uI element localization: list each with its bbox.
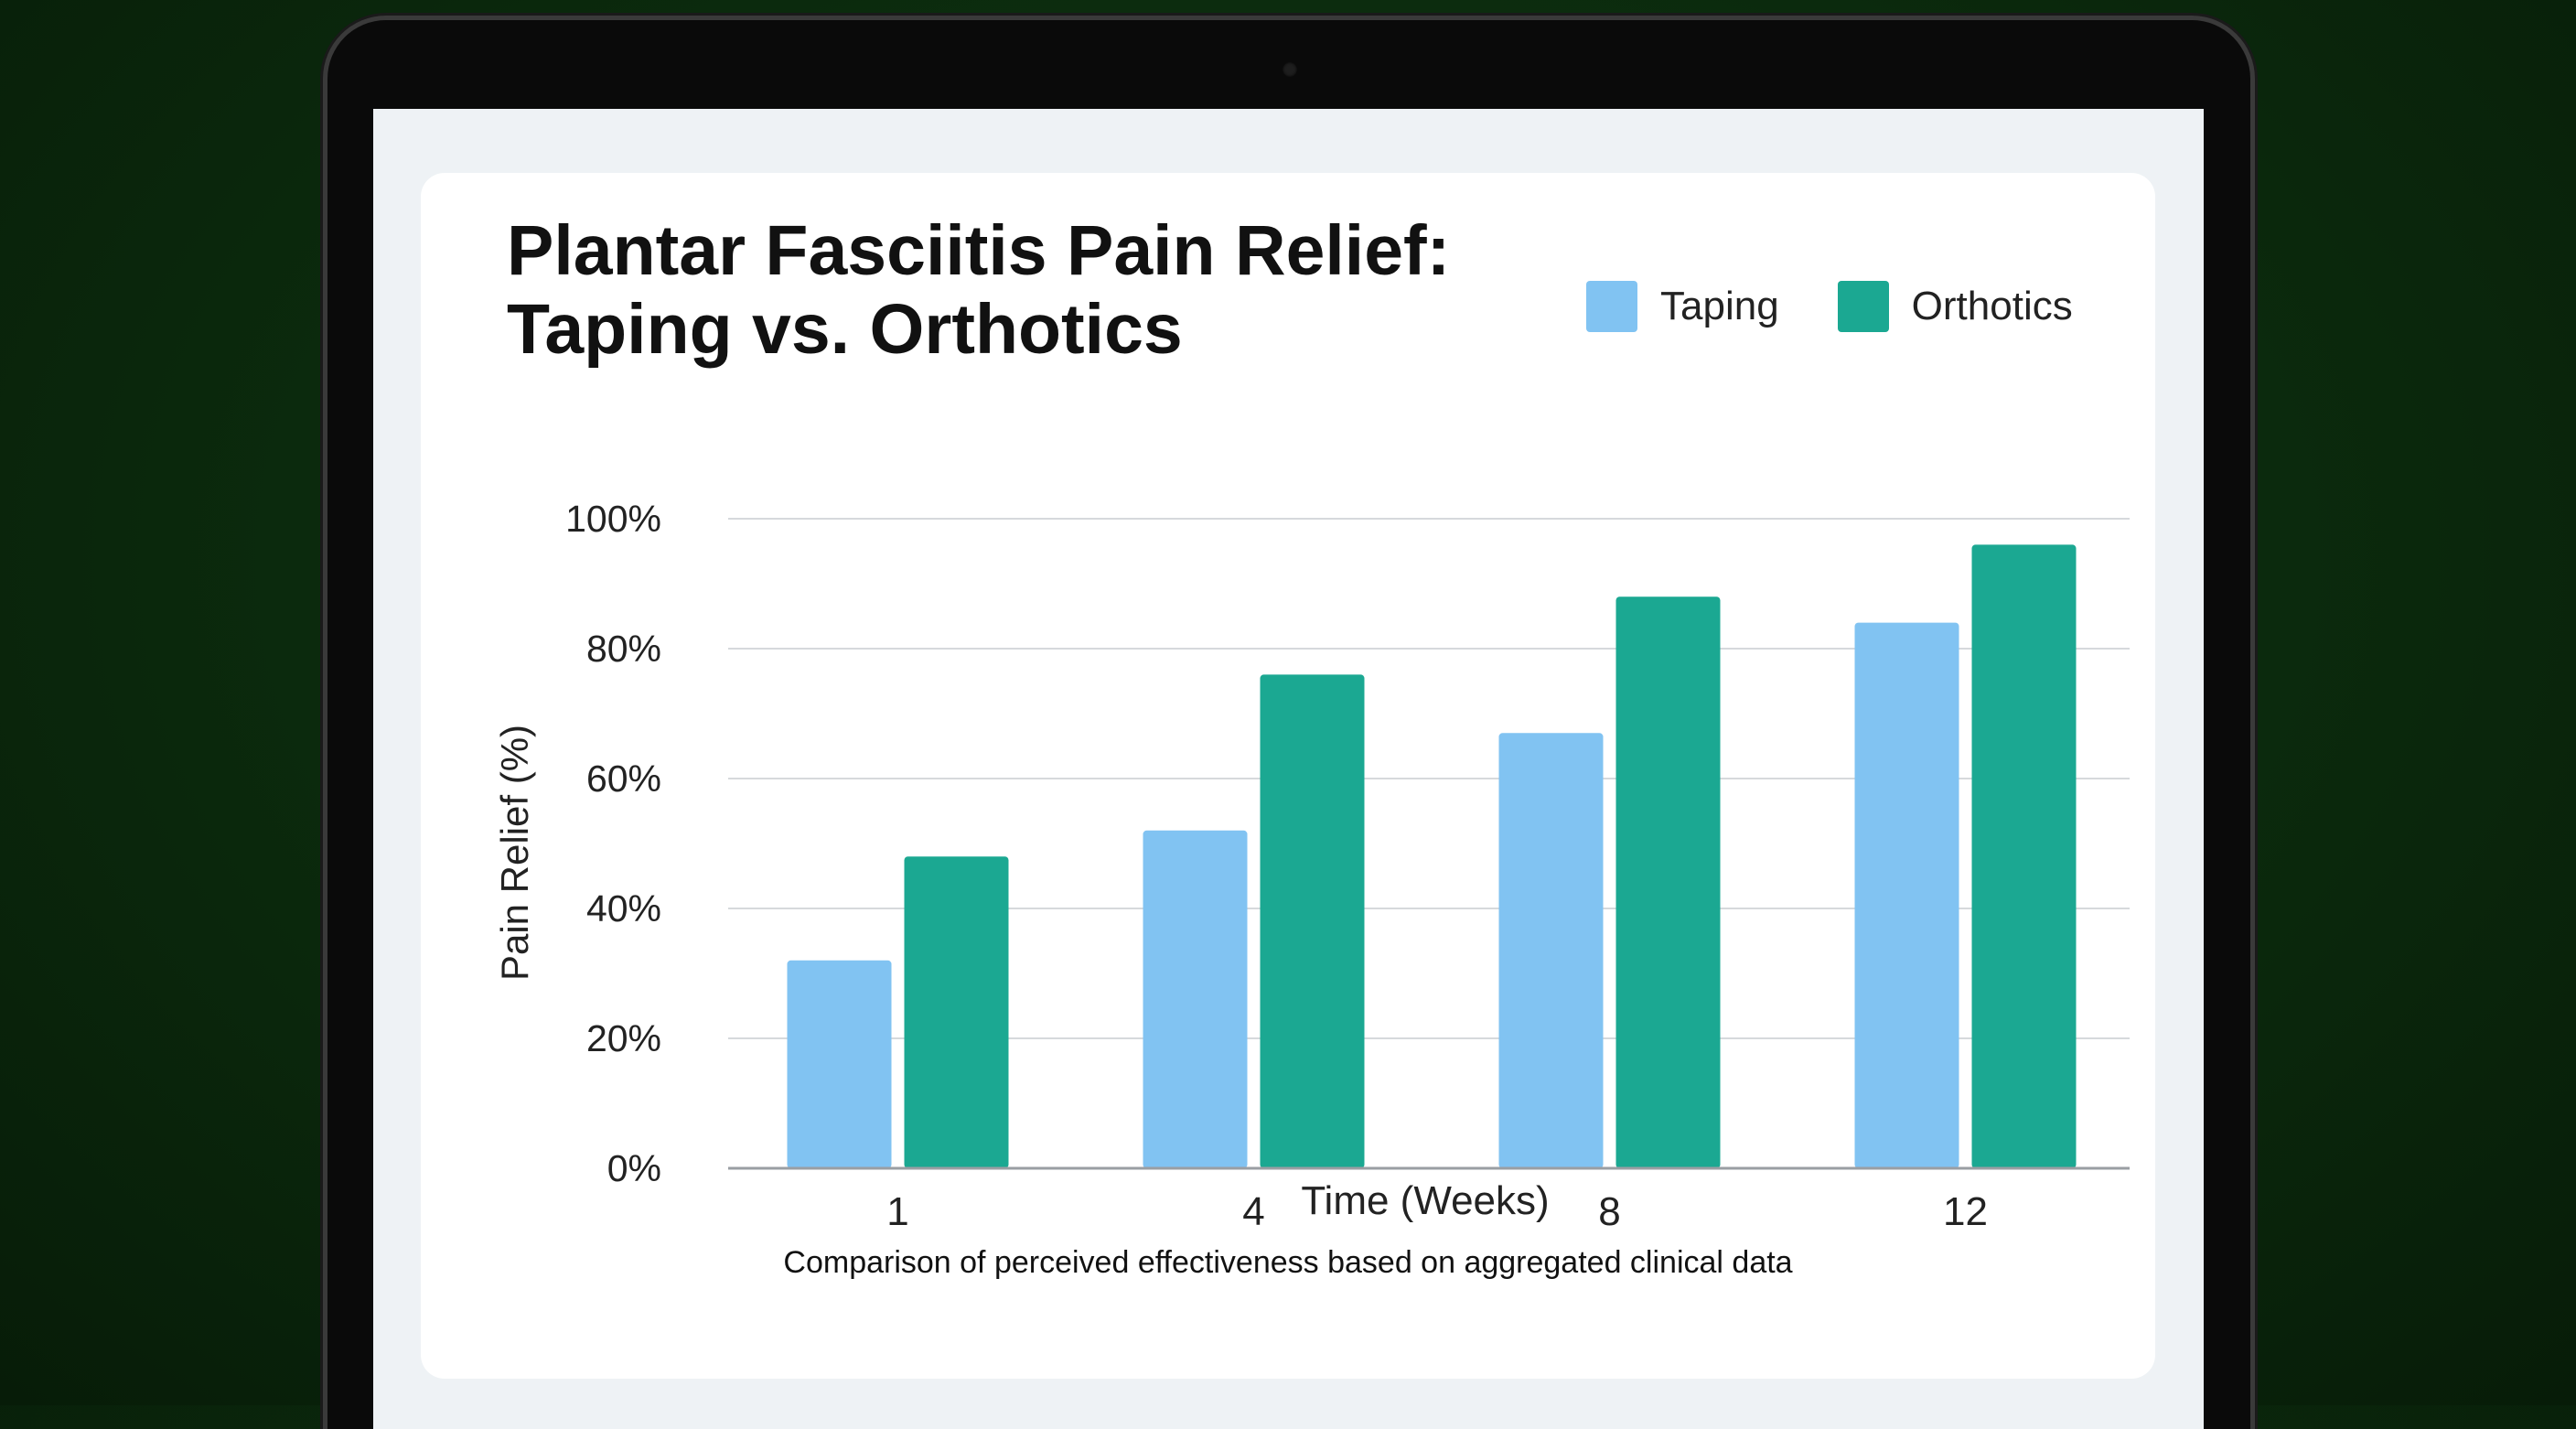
y-tick-label-40: 40%	[586, 887, 661, 929]
camera-dot	[1283, 62, 1297, 77]
chart-legend: Taping Orthotics	[1586, 281, 2073, 332]
legend-label-taping: Taping	[1660, 284, 1779, 328]
chart-card: Plantar Fasciitis Pain Relief: Taping vs…	[421, 173, 2155, 1379]
tablet-frame: Plantar Fasciitis Pain Relief: Taping vs…	[327, 20, 2250, 1429]
chart-title-line-2: Taping vs. Orthotics	[507, 290, 1183, 369]
legend-swatch-taping	[1586, 281, 1637, 332]
bar-orthotics-week-12	[1971, 544, 2077, 1168]
y-axis-label: Pain Relief (%)	[493, 725, 536, 981]
y-tick-label-20: 20%	[586, 1017, 661, 1059]
x-tick-label-1: 1	[886, 1189, 908, 1234]
y-tick-label-100: 100%	[565, 498, 661, 540]
x-axis-label: Time (Weeks)	[1301, 1178, 1549, 1223]
bar-taping-week-12	[1854, 622, 1959, 1168]
legend-swatch-orthotics	[1837, 281, 1889, 332]
x-tick-label-8: 8	[1598, 1189, 1620, 1234]
bar-orthotics-week-8	[1615, 596, 1721, 1168]
legend-item-orthotics: Orthotics	[1837, 281, 2073, 332]
bar-taping-week-1	[787, 960, 892, 1168]
y-tick-label-0: 0%	[607, 1147, 661, 1189]
bar-taping-week-8	[1498, 733, 1604, 1168]
bar-orthotics-week-1	[904, 856, 1009, 1168]
x-tick-label-4: 4	[1242, 1189, 1264, 1234]
y-tick-label-80: 80%	[586, 628, 661, 670]
chart-title: Plantar Fasciitis Pain Relief: Taping vs…	[507, 211, 1513, 369]
bar-taping-week-4	[1143, 830, 1248, 1168]
bar-orthotics-week-4	[1260, 674, 1365, 1168]
bar-chart: 0% 20% 40% 60% 80% 100% 1 4 8 12 Time (Weeks) Pain …	[493, 498, 2130, 1234]
y-tick-label-60: 60%	[586, 757, 661, 800]
chart-title-line-1: Plantar Fasciitis Pain Relief:	[507, 211, 1451, 290]
chart-caption: Comparison of perceived effectiveness ba…	[783, 1245, 1793, 1280]
x-tick-label-12: 12	[1943, 1189, 1988, 1234]
legend-item-taping: Taping	[1586, 281, 1779, 332]
tablet-screen: Plantar Fasciitis Pain Relief: Taping vs…	[373, 109, 2204, 1429]
legend-label-orthotics: Orthotics	[1911, 284, 2073, 328]
